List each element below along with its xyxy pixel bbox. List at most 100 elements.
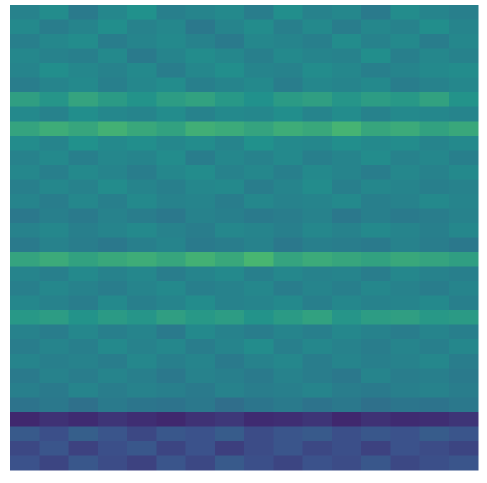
heatmap-cell	[185, 150, 216, 166]
heatmap-cell	[331, 339, 362, 355]
heatmap-cell	[448, 397, 479, 413]
heatmap-cell	[390, 237, 420, 253]
heatmap-cell	[185, 34, 216, 50]
heatmap-cell	[185, 179, 216, 195]
heatmap-cell	[244, 252, 274, 268]
heatmap-cell	[97, 92, 128, 108]
heatmap-cell	[302, 426, 333, 442]
heatmap-cell	[10, 237, 40, 253]
heatmap-cell	[185, 5, 216, 21]
heatmap-cell	[273, 281, 303, 297]
heatmap-cell	[156, 382, 186, 398]
heatmap-cell	[244, 222, 274, 238]
heatmap-cell	[39, 150, 69, 166]
heatmap-cell	[419, 426, 450, 442]
heatmap-cell	[156, 426, 186, 442]
heatmap-cell	[448, 295, 479, 311]
heatmap-cell	[127, 295, 157, 311]
heatmap-cell	[302, 5, 333, 21]
heatmap-cell	[127, 179, 157, 195]
heatmap-cell	[97, 440, 128, 456]
heatmap-cell	[361, 252, 391, 268]
heatmap-cell	[127, 237, 157, 253]
heatmap-cell	[419, 281, 450, 297]
heatmap-cell	[302, 63, 333, 79]
heatmap-cell	[390, 48, 420, 64]
heatmap-cell	[244, 121, 274, 137]
heatmap-cell	[448, 310, 479, 326]
heatmap-cell	[390, 34, 420, 50]
heatmap-cell	[214, 164, 245, 180]
heatmap-cell	[361, 5, 391, 21]
heatmap-cell	[39, 382, 69, 398]
heatmap-cell	[156, 455, 186, 471]
heatmap-cell	[156, 252, 186, 268]
heatmap-cell	[273, 252, 303, 268]
heatmap-cell	[214, 252, 245, 268]
heatmap-cell	[68, 310, 99, 326]
heatmap-cell	[331, 63, 362, 79]
heatmap-cell	[68, 455, 99, 471]
heatmap-cell	[68, 48, 99, 64]
heatmap-cell	[68, 150, 99, 166]
heatmap-cell	[419, 222, 450, 238]
heatmap-cell	[361, 77, 391, 93]
heatmap-cell	[185, 295, 216, 311]
heatmap-cell	[185, 339, 216, 355]
heatmap-cell	[302, 237, 333, 253]
heatmap-cell	[361, 411, 391, 427]
heatmap-cell	[39, 440, 69, 456]
heatmap-cell	[273, 92, 303, 108]
heatmap-cell	[361, 237, 391, 253]
heatmap-cell	[68, 324, 99, 340]
heatmap-cell	[244, 455, 274, 471]
heatmap-cell	[97, 34, 128, 50]
heatmap-cell	[302, 77, 333, 93]
heatmap-cell	[244, 353, 274, 369]
heatmap-cell	[214, 368, 245, 384]
heatmap-cell	[302, 135, 333, 151]
heatmap-cell	[448, 426, 479, 442]
heatmap-cell	[419, 310, 450, 326]
heatmap-cell	[390, 208, 420, 224]
heatmap-cell	[302, 48, 333, 64]
heatmap-cell	[331, 48, 362, 64]
heatmap-cell	[214, 179, 245, 195]
heatmap-cell	[68, 368, 99, 384]
heatmap-cell	[448, 382, 479, 398]
heatmap-cell	[68, 353, 99, 369]
heatmap-cell	[331, 252, 362, 268]
heatmap-cell	[244, 19, 274, 35]
heatmap-cell	[97, 63, 128, 79]
heatmap-cell	[156, 353, 186, 369]
heatmap-cell	[97, 237, 128, 253]
heatmap-cell	[361, 63, 391, 79]
heatmap-cell	[97, 222, 128, 238]
heatmap-cell	[127, 368, 157, 384]
heatmap-cell	[127, 121, 157, 137]
heatmap-cell	[185, 121, 216, 137]
heatmap-cell	[185, 135, 216, 151]
heatmap-cell	[39, 121, 69, 137]
heatmap-cell	[214, 135, 245, 151]
heatmap-cell	[185, 77, 216, 93]
heatmap-cell	[419, 252, 450, 268]
heatmap-cell	[97, 19, 128, 35]
heatmap-cell	[419, 106, 450, 122]
heatmap-cell	[244, 48, 274, 64]
heatmap-cell	[361, 92, 391, 108]
heatmap-cell	[273, 237, 303, 253]
heatmap-cell	[361, 455, 391, 471]
heatmap-cell	[302, 455, 333, 471]
heatmap-cell	[214, 48, 245, 64]
heatmap-cell	[273, 411, 303, 427]
heatmap-cell	[273, 63, 303, 79]
heatmap-cell	[39, 411, 69, 427]
heatmap-cell	[244, 150, 274, 166]
heatmap-cell	[156, 48, 186, 64]
heatmap-cell	[68, 135, 99, 151]
heatmap-cell	[244, 106, 274, 122]
heatmap-cell	[39, 48, 69, 64]
heatmap-cell	[127, 193, 157, 209]
heatmap-cell	[39, 324, 69, 340]
